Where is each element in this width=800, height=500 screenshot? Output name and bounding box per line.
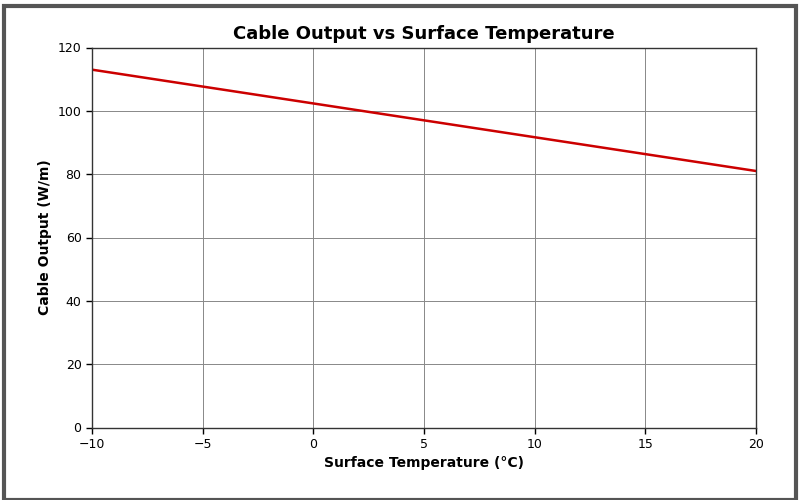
X-axis label: Surface Temperature (°C): Surface Temperature (°C) bbox=[324, 456, 524, 470]
Title: Cable Output vs Surface Temperature: Cable Output vs Surface Temperature bbox=[233, 25, 615, 43]
Y-axis label: Cable Output (W/m): Cable Output (W/m) bbox=[38, 160, 52, 316]
